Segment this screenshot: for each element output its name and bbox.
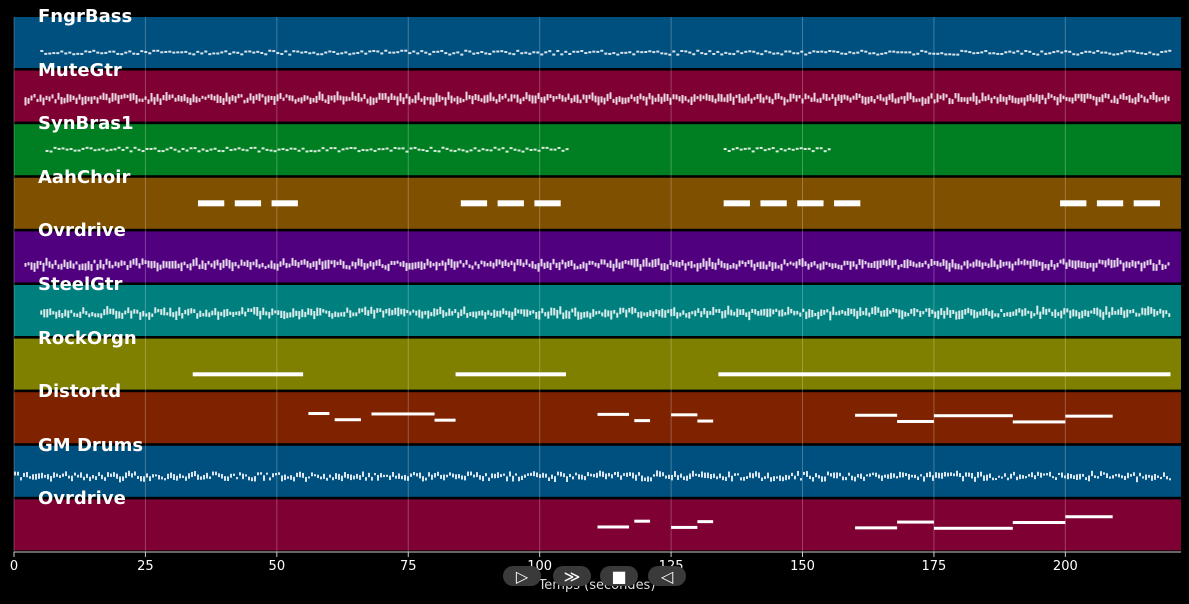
note-segment xyxy=(40,305,1171,321)
note-segment xyxy=(24,91,1170,106)
note-segment xyxy=(24,257,1170,272)
track-band xyxy=(14,177,1181,229)
note-segment xyxy=(1065,515,1113,519)
track-label: GM Drums xyxy=(38,434,144,456)
stop-button[interactable]: ■ xyxy=(600,566,638,586)
play-icon: ▷ xyxy=(515,566,529,586)
note-segment xyxy=(671,413,698,417)
track-band xyxy=(14,124,1181,176)
track-band xyxy=(14,338,1181,390)
note-segment xyxy=(855,413,898,417)
track-label: AahChoir xyxy=(38,166,131,188)
note-segment xyxy=(460,200,488,207)
note-segment xyxy=(834,200,861,207)
note-segment xyxy=(597,412,630,416)
x-tick-label: 50 xyxy=(268,559,286,574)
note-segment xyxy=(933,414,1013,418)
note-segment xyxy=(634,419,651,423)
note-segment xyxy=(1060,200,1087,207)
rewind-icon: ◁ xyxy=(660,566,674,586)
x-tick-label: 75 xyxy=(399,559,417,574)
track-label: Ovrdrive xyxy=(38,488,126,510)
note-segment xyxy=(1012,521,1066,525)
track-label: SynBras1 xyxy=(38,113,134,135)
track-label: FngrBass xyxy=(38,6,133,27)
note-segment xyxy=(671,525,698,529)
note-segment xyxy=(1096,200,1124,207)
note-segment xyxy=(371,412,435,416)
note-segment xyxy=(933,526,1013,530)
track-label: Distortd xyxy=(38,381,122,403)
note-segment xyxy=(760,200,787,207)
x-tick-label: 25 xyxy=(137,559,154,574)
note-segment xyxy=(723,200,750,207)
note-segment xyxy=(723,146,831,153)
note-segment xyxy=(897,419,934,423)
note-segment xyxy=(697,520,714,524)
note-segment xyxy=(308,412,330,416)
note-segment xyxy=(234,200,262,207)
track-label: MuteGtr xyxy=(38,59,122,81)
note-segment xyxy=(40,49,1172,56)
note-segment xyxy=(497,200,524,207)
track-band xyxy=(14,445,1181,497)
note-segment xyxy=(634,519,651,523)
note-segment xyxy=(897,520,934,524)
track-band xyxy=(14,17,1181,68)
fast-forward-button[interactable]: ≫ xyxy=(553,566,591,586)
x-tick-label: 150 xyxy=(790,559,815,574)
note-segment xyxy=(455,372,566,377)
note-segment xyxy=(14,470,1171,483)
track-label: SteelGtr xyxy=(38,274,123,295)
note-segment xyxy=(1133,200,1160,207)
note-segment xyxy=(197,200,225,207)
note-segment xyxy=(597,525,630,529)
track-band xyxy=(14,499,1181,551)
note-segment xyxy=(534,200,561,207)
note-segment xyxy=(271,200,298,207)
track-band xyxy=(14,70,1181,122)
note-segment xyxy=(334,418,361,422)
x-tick-label: 200 xyxy=(1052,559,1078,574)
track-label: RockOrgn xyxy=(38,327,137,349)
note-segment xyxy=(1065,414,1113,418)
fast-forward-icon: ≫ xyxy=(563,566,581,586)
note-segment xyxy=(45,146,569,153)
note-segment xyxy=(797,200,824,207)
note-segment xyxy=(434,418,456,422)
track-band xyxy=(14,392,1181,444)
stop-icon: ■ xyxy=(611,566,627,586)
play-button[interactable]: ▷ xyxy=(503,566,541,586)
note-segment xyxy=(718,372,1171,377)
x-tick-label: 175 xyxy=(921,559,947,574)
note-segment xyxy=(1012,420,1066,424)
note-segment xyxy=(192,372,304,377)
x-tick-label: 0 xyxy=(9,559,19,574)
note-segment xyxy=(697,419,714,423)
track-band xyxy=(14,231,1181,283)
rewind-button[interactable]: ◁ xyxy=(648,566,686,586)
note-segment xyxy=(855,526,898,530)
track-label: Ovrdrive xyxy=(38,220,126,242)
